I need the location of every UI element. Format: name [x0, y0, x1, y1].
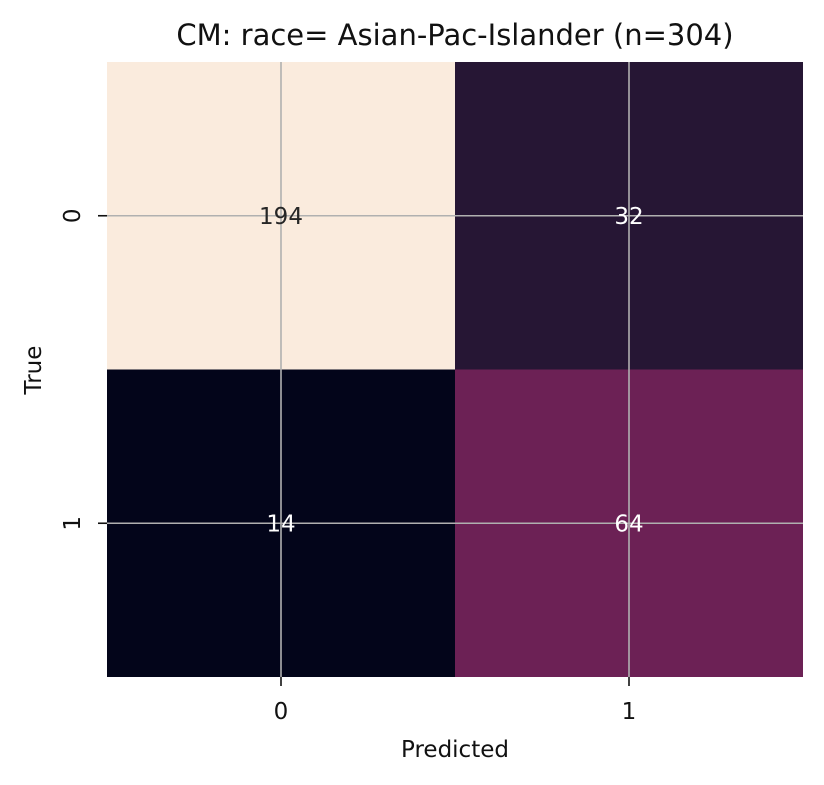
x-tick-label-1: 1 — [622, 699, 637, 725]
x-axis-label: Predicted — [401, 737, 509, 763]
y-tick-label-0: 0 — [60, 208, 86, 223]
chart-title: CM: race= Asian-Pac-Islander (n=304) — [176, 18, 733, 52]
cell-value-0-1: 32 — [614, 204, 643, 230]
cell-value-1-0: 14 — [266, 511, 295, 537]
axis-ticks: 0 1 0 1 — [60, 208, 636, 725]
x-tick-label-0: 0 — [274, 699, 289, 725]
cell-value-0-0: 194 — [259, 204, 303, 230]
y-axis-label: True — [21, 346, 47, 396]
heatmap-cells — [107, 62, 803, 677]
cell-value-labels: 194 32 14 64 — [259, 204, 644, 538]
cell-value-1-1: 64 — [614, 511, 643, 537]
gridlines — [107, 62, 803, 677]
y-tick-label-1: 1 — [60, 516, 86, 531]
